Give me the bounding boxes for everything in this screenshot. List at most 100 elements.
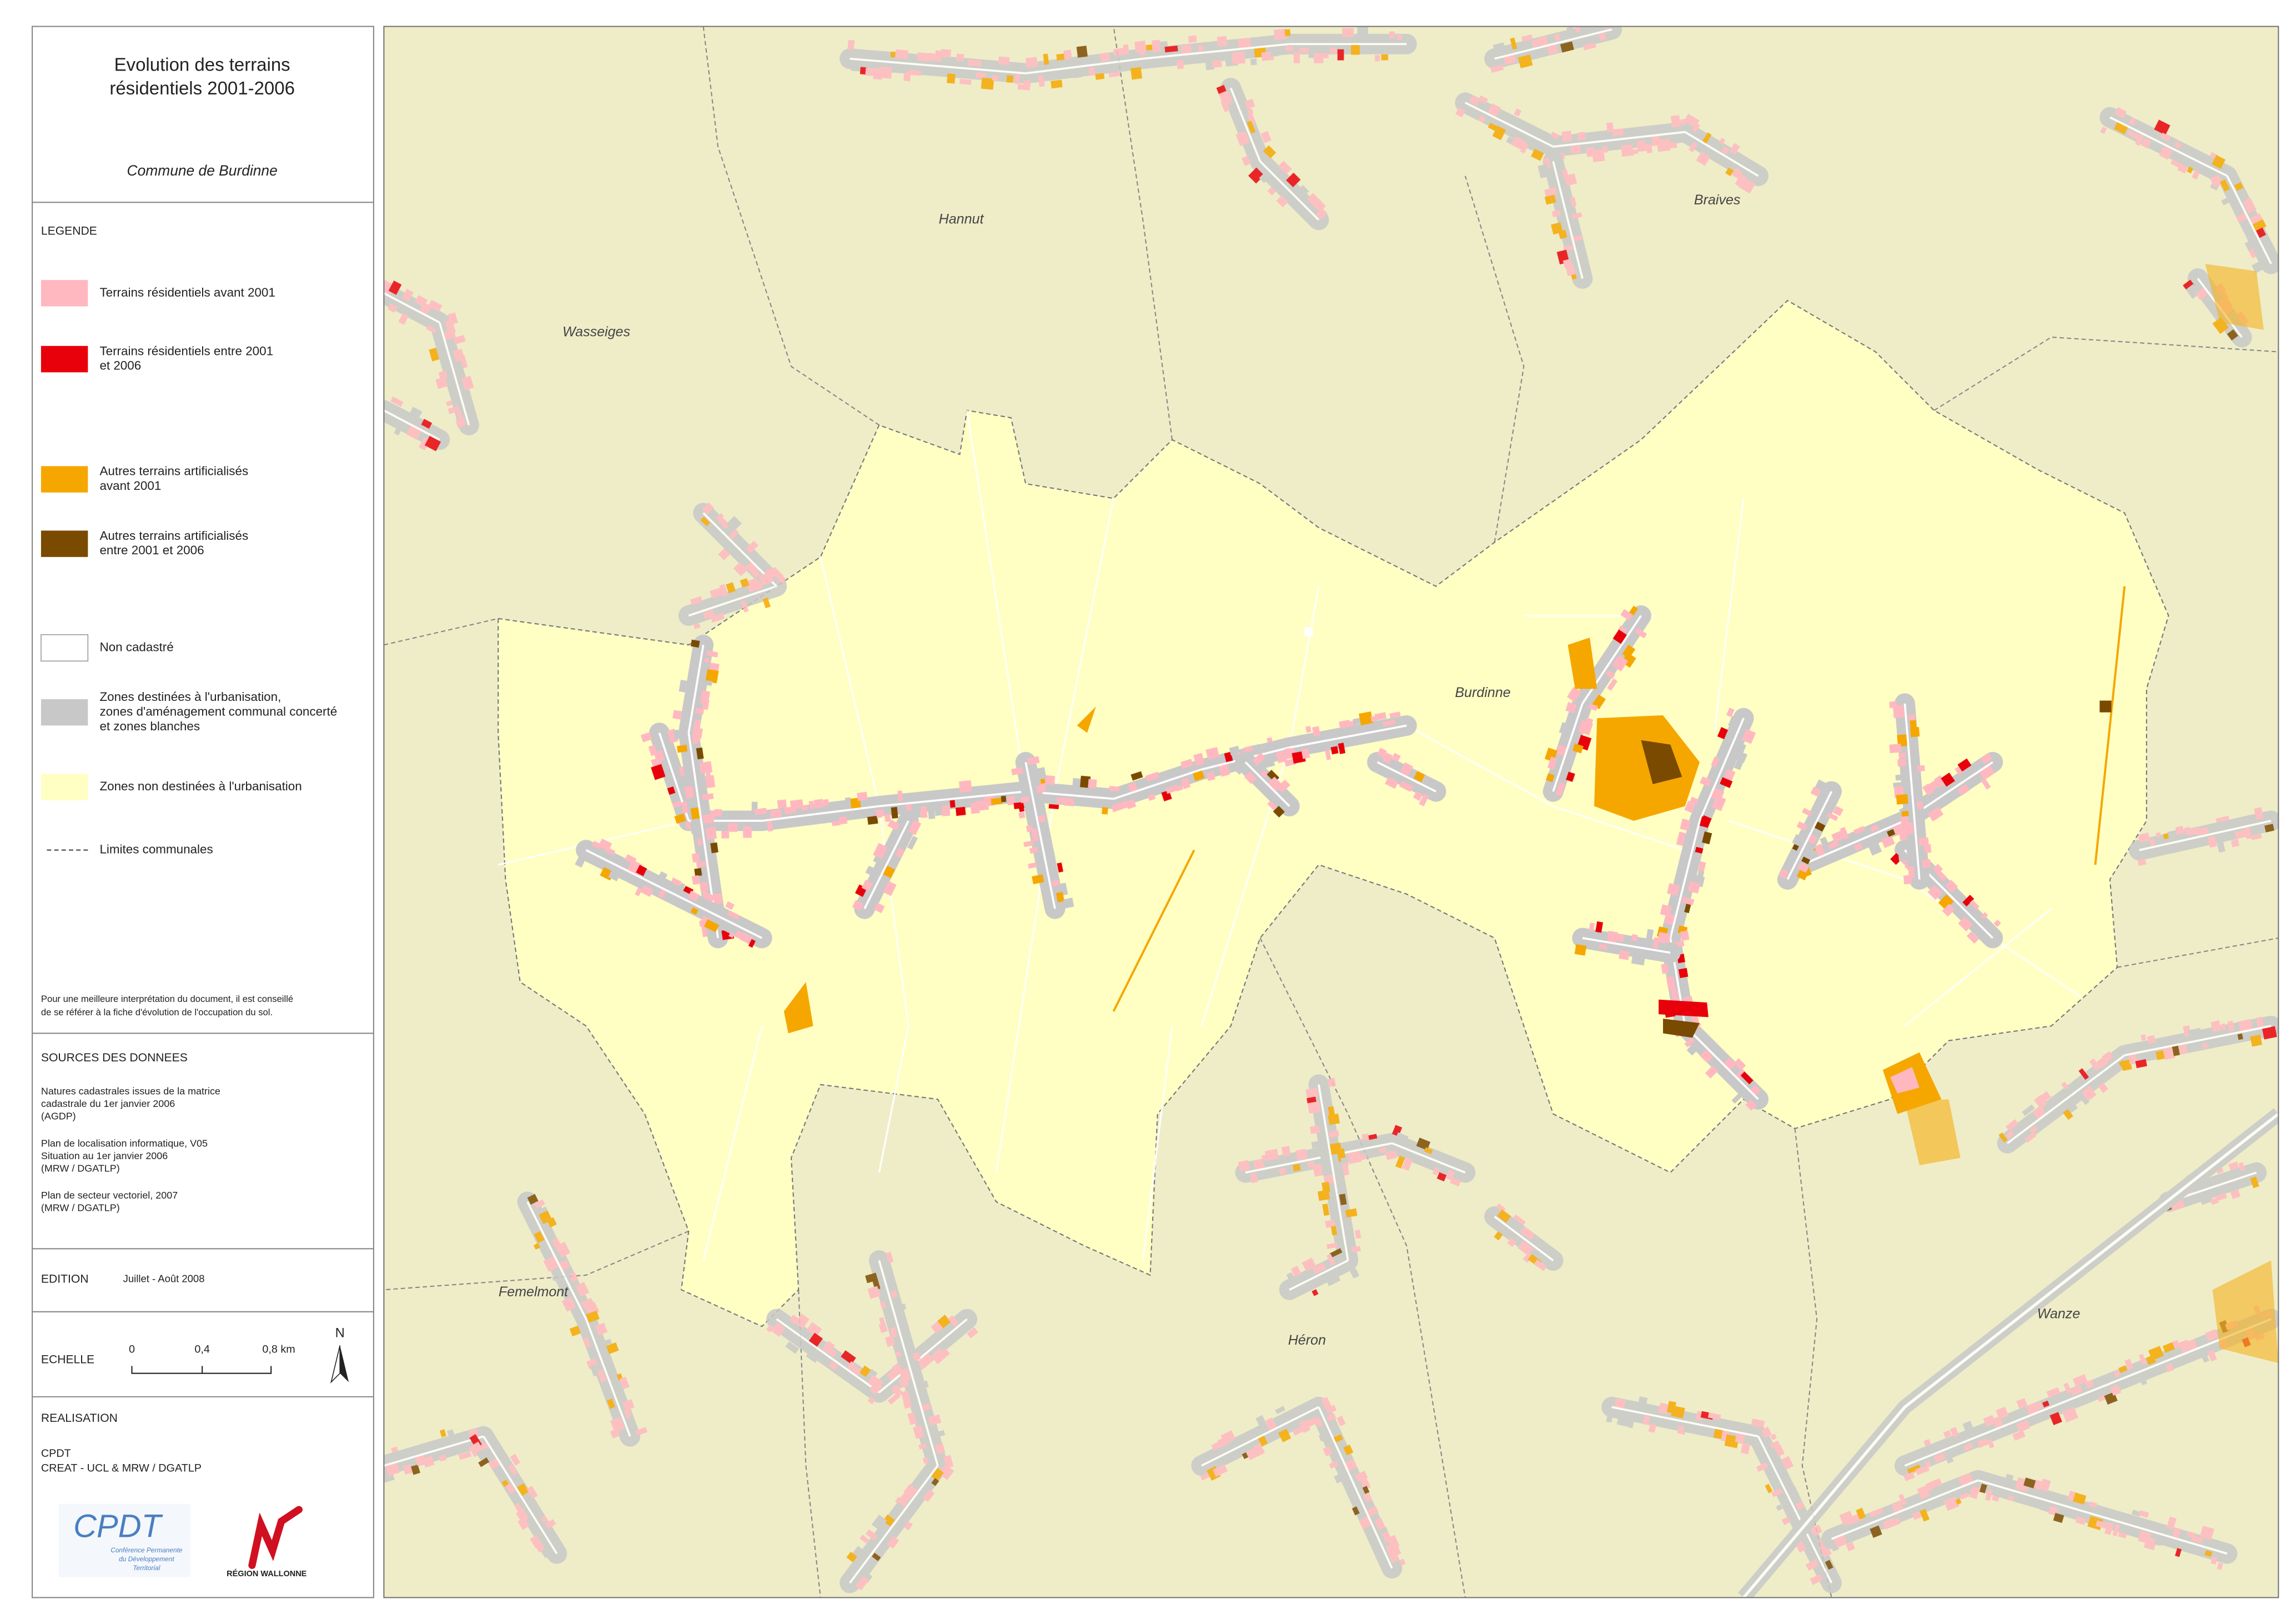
parcel xyxy=(1534,1259,1548,1271)
place-name: Wasseiges xyxy=(562,324,631,340)
parcel xyxy=(1660,904,1672,917)
parcel xyxy=(1264,1149,1279,1161)
parcel xyxy=(1903,875,1912,885)
parcel xyxy=(823,799,830,806)
parcel xyxy=(527,1194,539,1205)
parcel xyxy=(1705,1065,1718,1079)
parcel xyxy=(1696,1044,1708,1057)
street xyxy=(526,1201,587,1320)
parcel xyxy=(1810,786,1821,797)
artificial-area xyxy=(783,982,813,1034)
parcel xyxy=(921,1352,934,1366)
street xyxy=(1318,1406,1393,1569)
parcel xyxy=(2250,1034,2263,1047)
parcel xyxy=(1825,1560,1833,1570)
parcel xyxy=(1073,71,1082,78)
artificial-area-new xyxy=(1663,1019,1700,1038)
parcel xyxy=(1099,52,1110,62)
parcel xyxy=(673,729,680,740)
parcel xyxy=(1918,837,1929,846)
parcel xyxy=(1130,67,1143,80)
parcel xyxy=(2230,1189,2241,1199)
parcel xyxy=(694,868,702,876)
parcel xyxy=(1256,141,1266,153)
parcel xyxy=(1264,1417,1277,1432)
parcel xyxy=(1351,1246,1361,1253)
parcel xyxy=(2191,1535,2204,1544)
parcel xyxy=(1802,808,1812,816)
street xyxy=(644,878,763,939)
parcel xyxy=(1741,729,1756,744)
parcel xyxy=(1496,1203,1506,1212)
parcel xyxy=(2073,1492,2087,1505)
parcel xyxy=(1606,122,1614,132)
parcel xyxy=(1696,151,1711,166)
parcel xyxy=(1014,72,1020,84)
parcel xyxy=(1051,880,1060,887)
parcel xyxy=(1898,752,1906,759)
side-panel: Commune de Burdinne LEGENDE SOURCES DES … xyxy=(31,26,374,1598)
parcel xyxy=(1118,800,1128,810)
parcel xyxy=(740,578,750,588)
parcel xyxy=(439,1429,446,1437)
parcel xyxy=(2232,199,2241,209)
parcel xyxy=(1920,1508,1930,1522)
parcel xyxy=(1063,898,1074,909)
parcel xyxy=(704,919,720,933)
parcel xyxy=(2200,1352,2209,1363)
parcel xyxy=(1032,874,1044,885)
parcel xyxy=(1929,1478,1942,1489)
scale-label: 0,4 xyxy=(194,1344,210,1356)
parcel xyxy=(540,1515,548,1523)
parcel xyxy=(1566,26,1575,36)
parcel xyxy=(1401,1157,1413,1171)
parcel xyxy=(1684,800,1696,813)
parcel xyxy=(1419,793,1429,806)
parcel xyxy=(1424,1147,1433,1155)
parcel xyxy=(1658,1402,1670,1415)
parcel xyxy=(1945,879,1958,893)
parcel xyxy=(729,931,735,938)
parcel xyxy=(458,1451,472,1460)
parcel xyxy=(1818,1543,1832,1558)
parcel xyxy=(1728,715,1739,729)
parcel xyxy=(860,1535,870,1543)
parcel xyxy=(875,809,885,816)
parcel xyxy=(1551,209,1561,217)
parcel xyxy=(690,907,699,915)
parcel xyxy=(2251,261,2264,274)
legend-label: et zones blanches xyxy=(99,719,200,733)
parcel xyxy=(1493,42,1506,54)
artificial-area xyxy=(2212,1260,2279,1364)
parcel xyxy=(435,377,448,389)
parcel xyxy=(2156,832,2161,838)
parcel xyxy=(1063,49,1072,59)
parcel xyxy=(1382,752,1393,764)
parcel xyxy=(2228,1161,2239,1171)
parcel xyxy=(1870,824,1879,833)
source-line: cadastrale du 1er janvier 2006 xyxy=(41,1098,175,1109)
parcel xyxy=(741,600,749,613)
parcel xyxy=(1416,1137,1431,1151)
parcel xyxy=(1018,811,1026,819)
parcel xyxy=(1242,156,1251,166)
street xyxy=(863,820,910,909)
parcel xyxy=(921,1403,931,1411)
street xyxy=(878,1318,968,1394)
parcel xyxy=(752,570,760,578)
parcel xyxy=(1192,770,1205,781)
street xyxy=(1801,820,1906,866)
parcel xyxy=(534,1199,545,1209)
parcel xyxy=(1735,1431,1746,1443)
street xyxy=(1669,820,1701,939)
parcel xyxy=(1597,654,1608,666)
map-frame xyxy=(383,26,2279,1598)
parcel xyxy=(1322,1203,1330,1216)
parcel xyxy=(658,889,667,899)
parcel xyxy=(1853,843,1863,851)
parcel xyxy=(1646,143,1652,154)
parcel xyxy=(667,786,676,795)
parcel xyxy=(1315,1417,1323,1427)
parcel xyxy=(1263,145,1277,159)
parcel xyxy=(702,699,710,710)
